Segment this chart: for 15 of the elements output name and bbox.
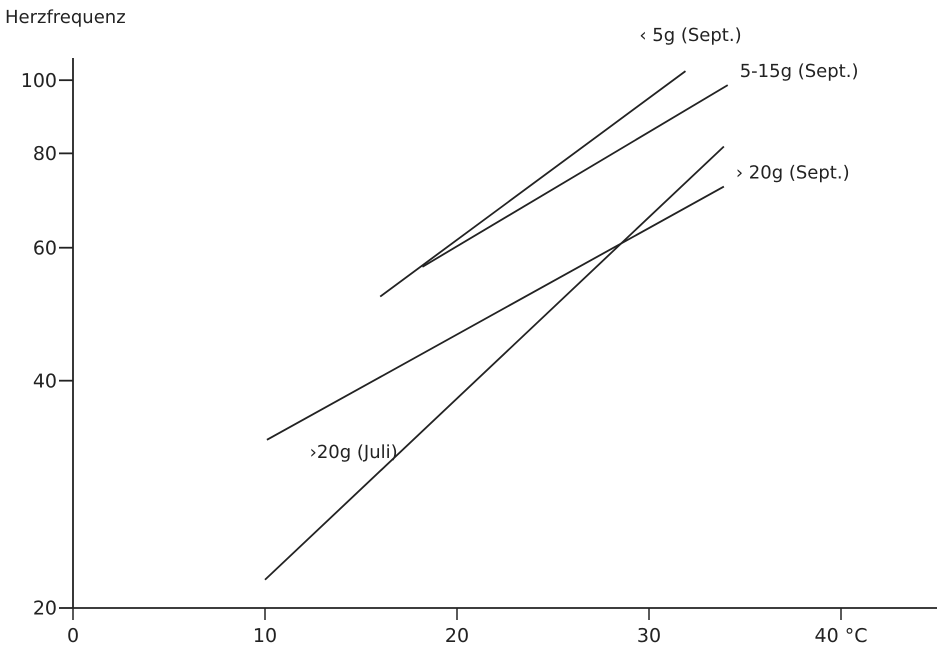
x-tick-label: 40 °C [814,625,868,647]
series-label: › 20g (Sept.) [736,162,850,184]
x-tick-label: 10 [252,625,278,647]
series-label: ‹ 5g (Sept.) [639,25,742,46]
y-tick-label: 20 [32,598,57,620]
y-tick-label: 100 [20,70,57,92]
series-label: 5-15g (Sept.) [740,61,858,82]
y-axis-title: Herzfrequenz [5,7,126,28]
series-label: ›20g (Juli) [310,442,398,463]
x-tick-label: 0 [66,625,80,647]
x-tick-label: 20 [444,625,470,647]
y-tick-label: 60 [32,237,57,260]
y-tick-label: 40 [32,370,57,392]
x-tick-label: 30 [636,625,662,647]
y-tick-label: 80 [32,143,57,166]
